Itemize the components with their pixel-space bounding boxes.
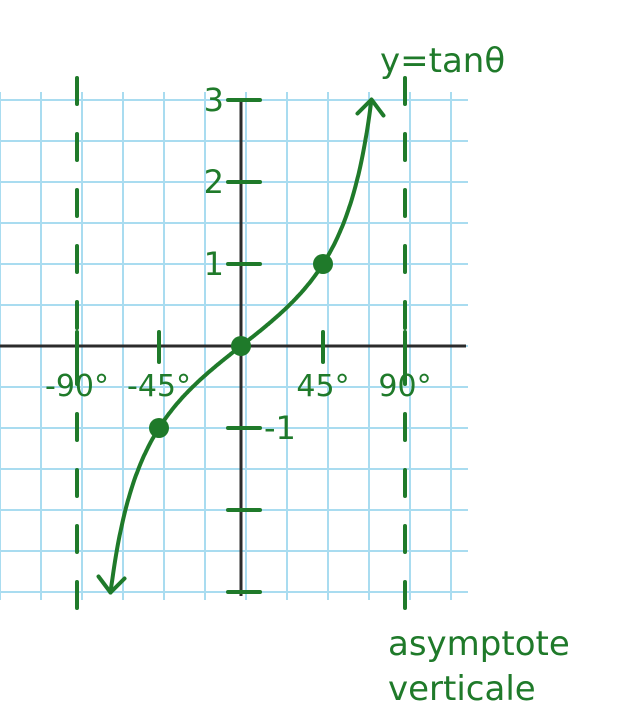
y-tick-label: 3 xyxy=(204,81,224,119)
x-tick-label: 90° xyxy=(378,369,431,404)
y-tick-label: 2 xyxy=(204,163,224,201)
graph-title: y=tanθ xyxy=(380,41,505,81)
asymptote-note-line2: verticale xyxy=(388,669,536,709)
y-tick-label: -1 xyxy=(264,409,296,447)
curve-point xyxy=(231,336,251,356)
curve-point xyxy=(313,254,333,274)
asymptote-note-line1: asymptote xyxy=(388,624,570,664)
curve-point xyxy=(149,418,169,438)
x-tick-label: 45° xyxy=(296,369,349,404)
x-tick-label: -90° xyxy=(45,369,109,404)
y-tick-label: 1 xyxy=(204,245,224,283)
